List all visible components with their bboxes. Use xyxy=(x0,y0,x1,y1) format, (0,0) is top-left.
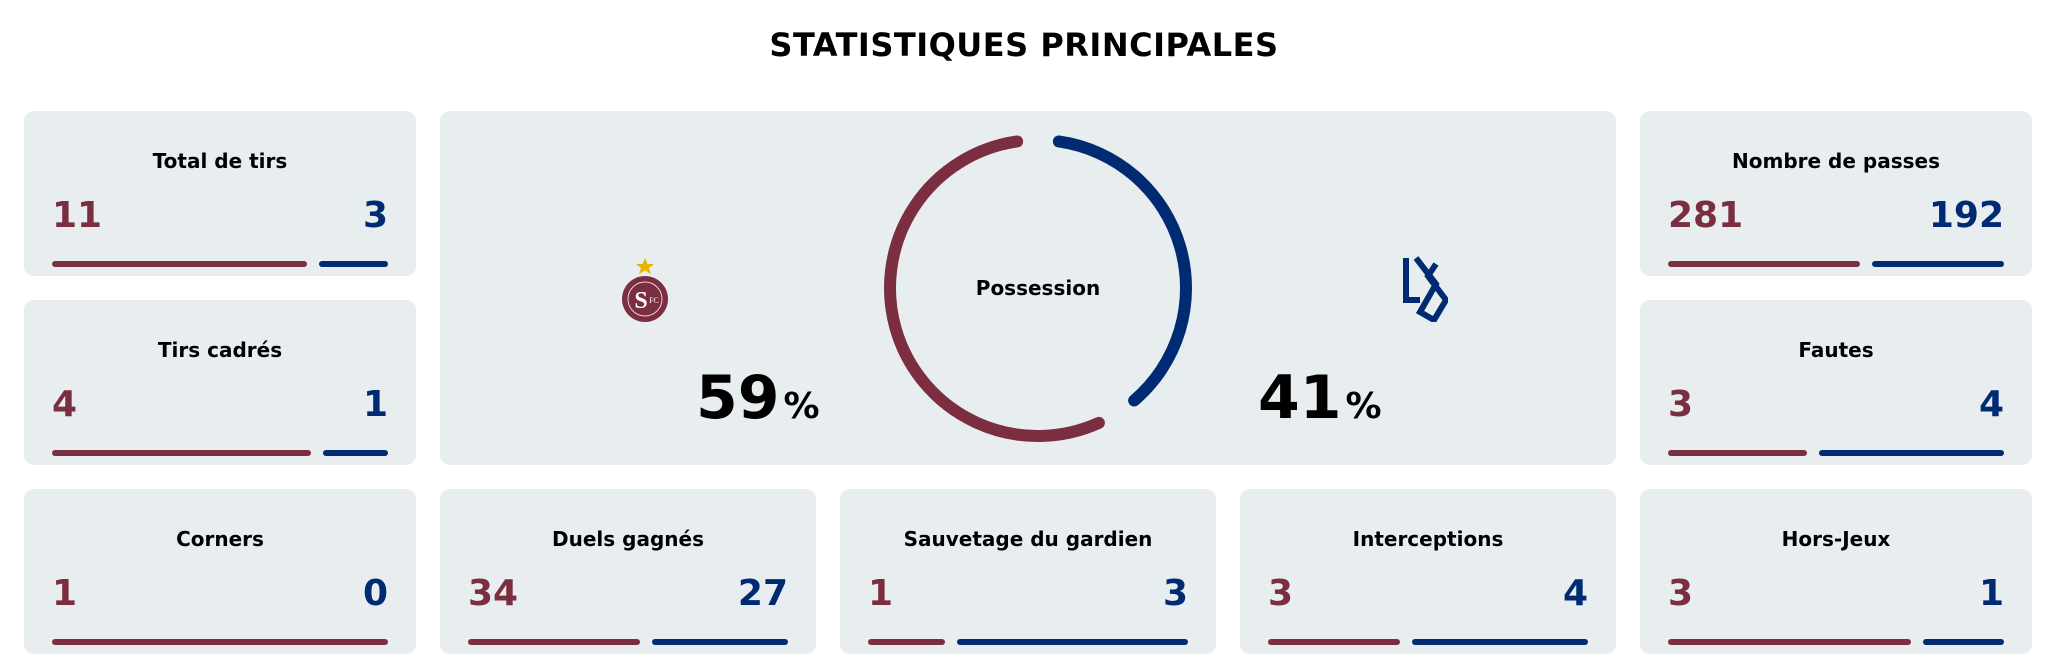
star-icon xyxy=(636,258,654,274)
svg-text:S: S xyxy=(634,288,647,314)
away-value: 27 xyxy=(737,573,788,614)
percent-sign: % xyxy=(1345,386,1382,427)
away-bar xyxy=(318,261,388,267)
home-bar xyxy=(52,450,312,456)
stat-card-nombre-de-passes: Nombre de passes 281 192 xyxy=(1640,111,2032,276)
home-bar xyxy=(1668,639,1911,645)
home-possession: 59% xyxy=(696,363,820,433)
home-value: 34 xyxy=(468,573,519,614)
stat-card-corners: Corners 1 0 xyxy=(24,489,416,654)
stat-bars xyxy=(1668,261,2004,267)
stat-card-duels-gagn-s: Duels gagnés 34 27 xyxy=(440,489,816,654)
home-bar xyxy=(1268,639,1400,645)
stat-card-fautes: Fautes 3 4 xyxy=(1640,300,2032,465)
stat-label: Hors-Jeux xyxy=(1781,527,1891,551)
away-bar xyxy=(1923,639,2004,645)
stat-label: Interceptions xyxy=(1352,527,1504,551)
possession-donut xyxy=(884,135,1192,442)
servette-logo: S FC xyxy=(622,258,668,322)
stat-card-sauvetage-du-gardien: Sauvetage du gardien 1 3 xyxy=(840,489,1216,654)
home-bar xyxy=(1668,450,1807,456)
possession-label: Possession xyxy=(975,276,1101,300)
away-bar xyxy=(651,639,788,645)
stat-bars xyxy=(868,639,1188,645)
page-title: STATISTIQUES PRINCIPALES xyxy=(769,26,1279,64)
away-bar xyxy=(323,450,388,456)
stat-bars xyxy=(52,450,388,456)
stat-card-total-de-tirs: Total de tirs 11 3 xyxy=(24,111,416,276)
stat-bars xyxy=(1268,639,1588,645)
away-value: 3 xyxy=(362,195,388,236)
home-value: 4 xyxy=(52,384,78,425)
stat-label: Sauvetage du gardien xyxy=(903,527,1153,551)
home-value: 3 xyxy=(1268,573,1294,614)
stat-bars xyxy=(1668,450,2004,456)
home-value: 3 xyxy=(1668,573,1694,614)
home-bar xyxy=(468,639,640,645)
away-bar xyxy=(1412,639,1588,645)
away-value: 3 xyxy=(1162,573,1188,614)
home-value: 1 xyxy=(52,573,78,614)
away-bar xyxy=(957,639,1188,645)
away-bar xyxy=(1818,450,2004,456)
home-bar xyxy=(52,261,307,267)
possession-card: S FC 59% Possession 41% xyxy=(440,111,1616,465)
home-value: 11 xyxy=(52,195,103,236)
away-value: 0 xyxy=(362,573,388,614)
stat-label: Duels gagnés xyxy=(552,527,704,551)
stat-bars xyxy=(1668,639,2004,645)
away-possession-arc xyxy=(1052,135,1192,407)
home-possession-arc xyxy=(884,135,1105,442)
away-value: 4 xyxy=(1562,573,1588,614)
lausanne-logo xyxy=(1403,256,1448,322)
stat-bars xyxy=(468,639,788,645)
stat-label: Corners xyxy=(176,527,264,551)
home-bar xyxy=(868,639,945,645)
away-value: 1 xyxy=(1978,573,2004,614)
stat-label: Total de tirs xyxy=(152,149,288,173)
stat-bars xyxy=(52,261,388,267)
away-possession: 41% xyxy=(1258,363,1382,433)
away-value: 4 xyxy=(1978,384,2004,425)
home-value: 1 xyxy=(868,573,894,614)
stat-bars xyxy=(52,639,388,645)
away-possession-value: 41 xyxy=(1258,363,1342,433)
away-bar xyxy=(1872,261,2004,267)
away-value: 192 xyxy=(1928,195,2004,236)
svg-text:FC: FC xyxy=(649,296,659,305)
home-bar xyxy=(52,639,388,645)
stat-card-tirs-cadr-s: Tirs cadrés 4 1 xyxy=(24,300,416,465)
stat-label: Fautes xyxy=(1798,338,1874,362)
home-value: 3 xyxy=(1668,384,1694,425)
home-bar xyxy=(1668,261,1861,267)
stat-card-interceptions: Interceptions 3 4 xyxy=(1240,489,1616,654)
home-possession-value: 59 xyxy=(696,363,780,433)
stat-label: Nombre de passes xyxy=(1732,149,1940,173)
home-value: 281 xyxy=(1668,195,1744,236)
stat-label: Tirs cadrés xyxy=(157,338,283,362)
percent-sign: % xyxy=(783,386,820,427)
stat-card-hors-jeux: Hors-Jeux 3 1 xyxy=(1640,489,2032,654)
away-value: 1 xyxy=(362,384,388,425)
